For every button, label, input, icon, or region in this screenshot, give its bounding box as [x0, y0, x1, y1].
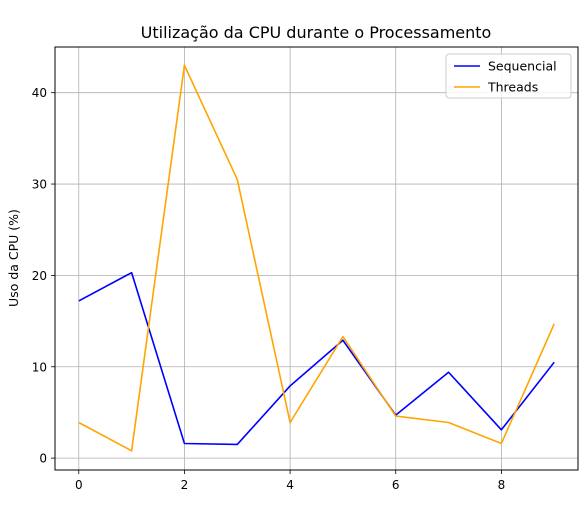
- legend-label: Sequencial: [488, 59, 557, 74]
- y-tick-label: 20: [32, 269, 47, 283]
- series-line-sequencial: [78, 271, 555, 446]
- x-tick-label: 8: [498, 478, 506, 492]
- axis-ticks: 0 2 4 6 8 0 10 20 30 40: [32, 86, 506, 492]
- legend-label: Threads: [487, 80, 538, 95]
- series-line-threads: [78, 64, 555, 452]
- legend: Sequencial Threads: [445, 53, 572, 99]
- y-tick-label: 30: [32, 178, 47, 192]
- x-tick-label: 2: [181, 478, 189, 492]
- series-lines: [78, 64, 555, 452]
- x-tick-label: 4: [286, 478, 294, 492]
- y-tick-label: 40: [32, 86, 47, 100]
- x-tick-label: 6: [392, 478, 400, 492]
- plot-frame: [54, 46, 579, 471]
- y-axis-label: Uso da CPU (%): [6, 209, 21, 307]
- x-tick-label: 0: [75, 478, 83, 492]
- y-tick-label: 0: [39, 452, 47, 466]
- chart-title: Utilização da CPU durante o Processament…: [141, 23, 492, 42]
- y-tick-label: 10: [32, 360, 47, 374]
